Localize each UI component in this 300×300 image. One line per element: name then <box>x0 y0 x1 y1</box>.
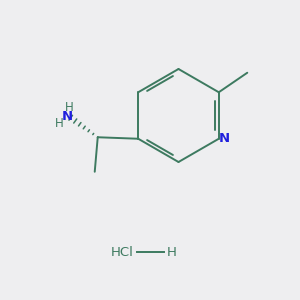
Text: N: N <box>219 132 230 145</box>
Text: H: H <box>55 117 64 130</box>
Text: HCl: HCl <box>111 245 134 259</box>
Text: H: H <box>167 245 176 259</box>
Text: N: N <box>62 110 73 123</box>
Text: H: H <box>65 101 74 114</box>
